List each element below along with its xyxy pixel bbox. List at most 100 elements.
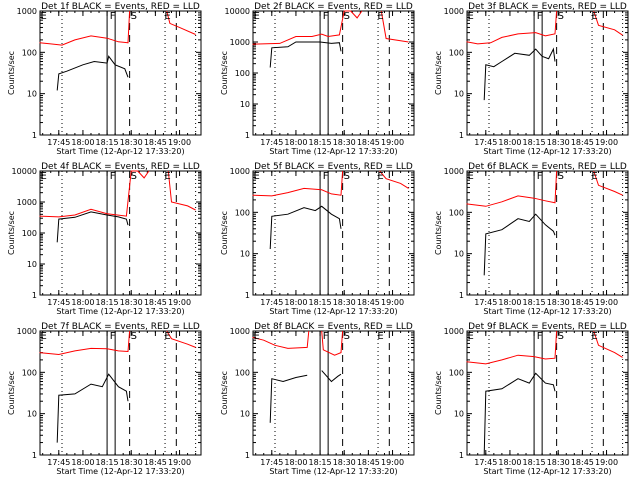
x-tick-label: 18:30 [120, 458, 143, 467]
marker-label: F [323, 11, 329, 22]
x-tick-label: 19:00 [595, 138, 618, 147]
y-axis-label: Counts/sec [434, 211, 443, 255]
chart-panel: Det 4f BLACK = Events, RED = LLD 1 10 100 10… [7, 162, 202, 316]
x-tick-label: 18:15 [96, 138, 119, 147]
x-tick-label: 18:00 [71, 458, 94, 467]
series-events-line [269, 41, 342, 68]
marker-label: F [323, 331, 329, 342]
y-tick-label: 10 [27, 90, 37, 99]
marker-label: F [110, 171, 116, 182]
y-tick-label: 10000 [12, 167, 37, 176]
series-events-line [56, 55, 129, 91]
marker-label: E [40, 11, 46, 22]
y-axis-label: Counts/sec [434, 51, 443, 95]
plot-frame [466, 330, 629, 456]
y-tick-label: 1 [459, 451, 464, 460]
x-tick-label: 18:30 [547, 138, 570, 147]
x-tick-label: 18:30 [547, 458, 570, 467]
x-tick-label: 17:45 [47, 298, 70, 307]
y-tick-label: 1 [459, 291, 464, 300]
series-events-line [483, 213, 556, 276]
y-axis-label: Counts/sec [220, 211, 229, 255]
chart-title: Det 1f BLACK = Events, RED = LLD [41, 2, 200, 12]
x-tick-label: 17:45 [474, 458, 497, 467]
y-tick-label: 100 [449, 368, 464, 377]
marker-label: S [558, 11, 564, 22]
y-tick-label: 1000 [230, 327, 250, 336]
x-tick-label: 19:00 [168, 298, 191, 307]
x-tick-label: 18:00 [498, 138, 521, 147]
marker-label: E [40, 171, 46, 182]
y-tick-label: 100 [449, 208, 464, 217]
plot-frame [466, 170, 629, 296]
x-tick-label: 18:15 [309, 298, 332, 307]
y-axis-label: Counts/sec [7, 51, 16, 95]
series-lld-line [593, 170, 623, 196]
x-tick-label: 18:45 [144, 138, 167, 147]
series-lld-line [379, 170, 409, 189]
marker-label: S [558, 171, 564, 182]
marker-label: E [253, 11, 259, 22]
y-tick-label: 100 [22, 48, 37, 57]
chart-panel: Det 9f BLACK = Events, RED = LLD 1 10 100 10… [434, 322, 629, 476]
x-tick-label: 19:00 [168, 138, 191, 147]
y-tick-label: 10000 [225, 7, 250, 16]
y-axis-label: Counts/sec [434, 371, 443, 415]
x-tick-label: 17:45 [260, 138, 283, 147]
chart-title: Det 5f BLACK = Events, RED = LLD [254, 162, 413, 172]
series-events-line [269, 374, 308, 423]
marker-label: E [467, 331, 473, 342]
y-tick-label: 1 [245, 291, 250, 300]
series-events-line [56, 373, 129, 443]
x-tick-label: 17:45 [474, 298, 497, 307]
chart-title: Det 6f BLACK = Events, RED = LLD [468, 162, 627, 172]
y-tick-label: 1 [32, 451, 37, 460]
series-events-line [483, 47, 556, 101]
x-axis-label: Start Time (12-Apr-12 17:33:20) [269, 467, 397, 476]
x-tick-label: 18:45 [144, 298, 167, 307]
series-lld-line [252, 170, 344, 197]
marker-label: S [344, 11, 350, 22]
marker-label: E [377, 11, 383, 22]
y-tick-label: 100 [235, 208, 250, 217]
x-tick-label: 19:00 [381, 458, 404, 467]
marker-label: E [164, 11, 170, 22]
series-events-line [269, 205, 342, 250]
series-lld-line [39, 330, 131, 356]
marker-label: E [591, 331, 597, 342]
chart-title: Det 2f BLACK = Events, RED = LLD [254, 2, 413, 12]
x-tick-label: 19:00 [381, 138, 404, 147]
y-tick-label: 1000 [230, 167, 250, 176]
series-lld-line [167, 170, 196, 211]
marker-label: S [131, 171, 137, 182]
x-axis-label: Start Time (12-Apr-12 17:33:20) [269, 147, 397, 156]
series-events-line [321, 370, 342, 383]
series-lld-line [39, 10, 131, 46]
y-tick-label: 1000 [230, 38, 250, 47]
x-tick-label: 18:15 [523, 138, 546, 147]
marker-label: E [377, 171, 383, 182]
y-tick-label: 1000 [444, 327, 464, 336]
chart-title: Det 3f BLACK = Events, RED = LLD [468, 2, 627, 12]
y-axis-label: Counts/sec [220, 371, 229, 415]
x-tick-label: 18:00 [71, 138, 94, 147]
x-tick-label: 17:45 [474, 138, 497, 147]
plot-frame [39, 170, 202, 296]
y-tick-label: 1 [32, 131, 37, 140]
y-tick-label: 1000 [444, 7, 464, 16]
series-lld-line [166, 10, 196, 35]
x-tick-label: 18:00 [498, 298, 521, 307]
y-tick-label: 100 [22, 368, 37, 377]
series-lld-line [593, 10, 623, 36]
x-tick-label: 19:00 [381, 298, 404, 307]
x-tick-label: 18:30 [333, 138, 356, 147]
x-tick-label: 17:45 [47, 458, 70, 467]
x-tick-label: 18:15 [523, 458, 546, 467]
x-axis-label: Start Time (12-Apr-12 17:33:20) [56, 307, 184, 316]
x-tick-label: 18:30 [120, 298, 143, 307]
y-tick-label: 1 [32, 291, 37, 300]
x-axis-label: Start Time (12-Apr-12 17:33:20) [483, 307, 611, 316]
y-tick-label: 10 [27, 410, 37, 419]
x-tick-label: 18:00 [498, 458, 521, 467]
